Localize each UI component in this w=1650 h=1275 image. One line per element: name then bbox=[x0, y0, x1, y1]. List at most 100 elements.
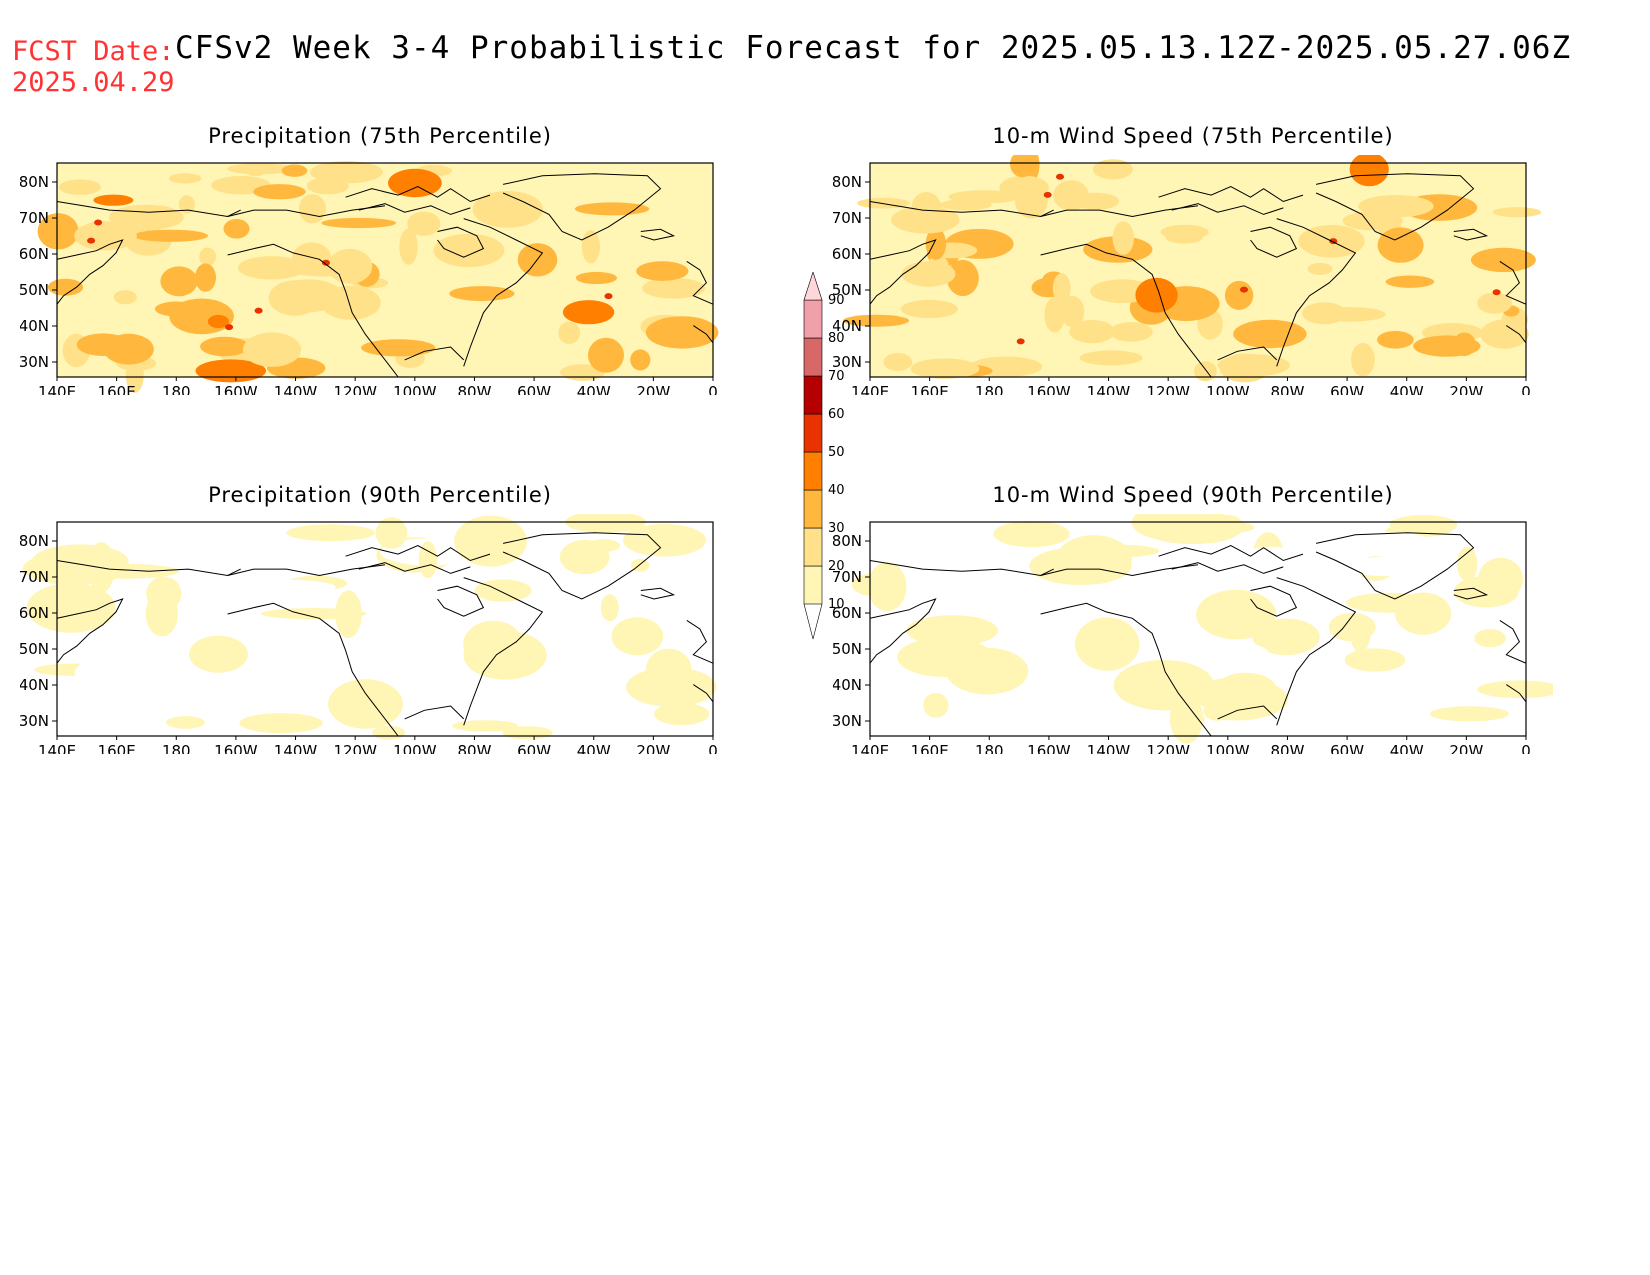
lon-tick-label: 0 bbox=[1521, 742, 1531, 754]
coastline-segment bbox=[686, 619, 714, 664]
coastlines bbox=[56, 532, 714, 737]
lat-tick-label: 60N bbox=[20, 245, 49, 263]
contour-fill bbox=[236, 579, 336, 595]
contour-fill bbox=[1345, 556, 1424, 577]
lon-tick-label: 100W bbox=[393, 742, 437, 754]
coastline-segment bbox=[463, 218, 544, 367]
lon-tick-label: 80W bbox=[457, 742, 491, 754]
contour-fill bbox=[999, 175, 1049, 201]
lat-tick-label: 50N bbox=[20, 640, 49, 658]
lat-tick-label: 30N bbox=[20, 353, 49, 371]
coastline-segment bbox=[404, 705, 465, 720]
lon-tick-label: 120W bbox=[1146, 383, 1190, 395]
map-precip75: 80N 70N 60N 50N 40N 30N 140E 160E 180 160W 140W 120… bbox=[20, 161, 719, 395]
coastline-segment bbox=[640, 228, 676, 241]
lat-tick-label: 40N bbox=[20, 317, 49, 335]
contour-fill bbox=[87, 237, 96, 244]
lat-tick-label: 70N bbox=[833, 209, 862, 227]
coastline-segment bbox=[1315, 173, 1475, 241]
contour-fill bbox=[645, 316, 719, 349]
contour-fill bbox=[328, 679, 403, 729]
coastline-segment bbox=[1040, 564, 1199, 577]
coastline-segment bbox=[56, 598, 124, 664]
lat-tick-label: 30N bbox=[833, 712, 862, 730]
contour-fill bbox=[1351, 342, 1375, 377]
lon-tick-label: 140E bbox=[851, 383, 889, 395]
plot-frame bbox=[56, 521, 714, 737]
contour-fill bbox=[1377, 331, 1414, 349]
contour-fill bbox=[1477, 292, 1513, 314]
lat-tick-label: 60N bbox=[20, 604, 49, 622]
coastline-segment bbox=[1217, 346, 1278, 361]
colorbar-level-label: 10 bbox=[828, 597, 845, 612]
lon-tick-label: 160E bbox=[911, 742, 949, 754]
contour-fill bbox=[1194, 361, 1217, 382]
lat-tick-label: 80N bbox=[20, 173, 49, 191]
contour-fill bbox=[146, 576, 182, 611]
lon-tick-label: 140E bbox=[38, 742, 76, 754]
lon-tick-label: 0 bbox=[708, 742, 718, 754]
contour-fill bbox=[1307, 262, 1333, 275]
coastline-segment bbox=[437, 585, 485, 617]
contour-fill bbox=[189, 635, 248, 673]
coastline-segment bbox=[1040, 205, 1199, 218]
lon-tick-label: 0 bbox=[708, 383, 718, 395]
contour-fill bbox=[1385, 275, 1435, 288]
coastline-segment bbox=[693, 684, 714, 703]
lon-tick-label: 100W bbox=[1206, 383, 1250, 395]
contour-fill bbox=[1302, 302, 1347, 325]
contour-fill bbox=[682, 687, 703, 699]
contour-fill bbox=[1016, 338, 1025, 345]
contour-fill bbox=[581, 230, 601, 264]
contour-fill bbox=[1346, 592, 1433, 613]
lat-tick-label: 70N bbox=[833, 568, 862, 586]
lon-tick-label: 160W bbox=[1027, 742, 1071, 754]
coastline-segment bbox=[1040, 243, 1212, 378]
contour-fill bbox=[261, 608, 367, 620]
map-panel-precip75: Precipitation (75th Percentile) 80N 70N 60… bbox=[20, 124, 740, 395]
contour-fill bbox=[239, 713, 323, 734]
contour-fill bbox=[1069, 320, 1115, 344]
contour-fill bbox=[558, 321, 581, 344]
coastline-segment bbox=[345, 544, 491, 562]
contour-fill bbox=[1166, 520, 1255, 535]
contour-fill bbox=[923, 692, 949, 718]
contour-fill bbox=[630, 349, 651, 371]
coastline-segment bbox=[502, 532, 662, 600]
lon-tick-label: 140E bbox=[38, 383, 76, 395]
fcst-date-label: FCST Date: bbox=[12, 36, 175, 67]
contour-fill bbox=[940, 199, 992, 211]
contour-fill bbox=[604, 293, 613, 300]
contour-fill bbox=[74, 655, 168, 691]
plot-frame bbox=[869, 162, 1527, 378]
contour-fill bbox=[1214, 672, 1278, 710]
contour-fill bbox=[1079, 350, 1143, 366]
contour-fill bbox=[1470, 247, 1536, 273]
coastline-segment bbox=[56, 239, 124, 305]
contour-fill bbox=[1060, 295, 1085, 328]
lon-tick-label: 0 bbox=[1521, 383, 1531, 395]
panel-title: 10-m Wind Speed (90th Percentile) bbox=[992, 483, 1394, 507]
contour-fill bbox=[253, 184, 306, 200]
colorbar: 10 20 30 40 50 60 70 80 90 bbox=[803, 272, 845, 640]
colorbar-level-label: 70 bbox=[828, 369, 845, 384]
coastline-segment bbox=[1276, 577, 1357, 726]
contour-fill bbox=[1492, 207, 1542, 218]
colorbar-level-label: 80 bbox=[828, 331, 845, 346]
lon-tick-label: 40W bbox=[577, 742, 611, 754]
map-wind90: 80N 70N 60N 50N 40N 30N 140E 160E 180 160W 140W 120… bbox=[833, 514, 1553, 754]
panel-title: Precipitation (75th Percentile) bbox=[208, 124, 552, 148]
contour-fill bbox=[223, 219, 250, 239]
coastline-segment bbox=[1499, 619, 1527, 664]
coastline-segment bbox=[227, 602, 399, 737]
colorbar-top-arrow bbox=[803, 272, 823, 301]
coastline-segment bbox=[227, 205, 386, 218]
coastline-segment bbox=[502, 173, 662, 241]
fcst-date-value: 2025.04.29 bbox=[12, 67, 175, 98]
map-panel-wind90: 10-m Wind Speed (90th Percentile) 80N 70N… bbox=[833, 483, 1553, 754]
contour-fill bbox=[1075, 617, 1140, 671]
coastline-segment bbox=[1453, 228, 1489, 241]
panel-title: 10-m Wind Speed (75th Percentile) bbox=[992, 124, 1394, 148]
contour-fill bbox=[901, 261, 956, 287]
contour-fill bbox=[1056, 173, 1064, 180]
